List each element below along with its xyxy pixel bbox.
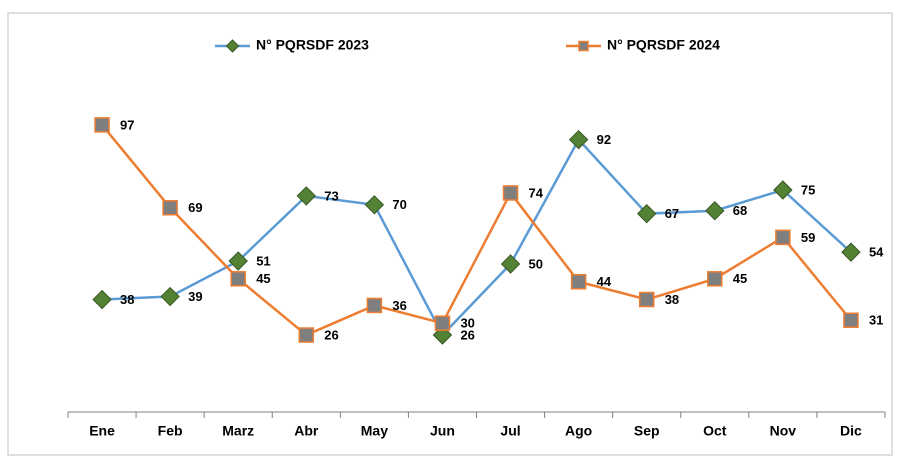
data-label: 75 [801,182,815,197]
data-label: 97 [120,117,134,132]
point-marker [92,289,112,310]
data-label: 31 [869,313,883,328]
x-tick-label: May [361,423,388,439]
point-marker [568,129,589,150]
data-label: 26 [324,327,338,342]
data-label: 45 [733,271,747,286]
legend-label: N° PQRSDF 2023 [256,37,369,53]
data-label: 36 [392,298,406,313]
data-label: 38 [665,292,679,307]
point-marker [160,286,180,307]
point-marker [705,201,725,221]
point-marker [296,186,316,206]
data-label: 54 [869,245,884,260]
chart-border [7,12,893,456]
data-label: 92 [597,132,611,147]
point-marker [841,242,861,262]
x-tick-label: Marz [222,423,254,439]
data-label: 74 [529,185,544,200]
data-label: 70 [392,197,406,212]
point-marker [502,185,519,201]
data-label: 44 [597,274,612,289]
point-marker [773,180,793,200]
x-tick-label: Ago [565,423,592,439]
legend-marker [578,40,589,52]
point-marker [570,274,587,290]
data-label: 59 [801,230,815,245]
point-marker [500,254,521,274]
data-label: 26 [460,327,474,342]
point-marker [775,229,791,246]
point-marker [843,312,859,328]
legend-marker [225,39,240,53]
legend-label: N° PQRSDF 2024 [607,37,720,53]
point-marker [707,271,723,287]
data-label: 69 [188,200,202,215]
x-tick-label: Abr [294,423,319,439]
data-label: 38 [120,292,134,307]
x-tick-label: Jun [430,423,455,439]
data-label: 67 [665,206,679,221]
point-marker [638,291,655,308]
point-marker [366,297,383,314]
point-marker [637,203,657,224]
data-label: 50 [529,256,543,271]
x-tick-label: Jul [500,423,520,439]
x-tick-label: Nov [770,423,797,439]
series-line [101,124,852,337]
data-label: 45 [256,271,270,286]
point-marker [364,195,385,215]
point-marker [230,271,246,287]
x-tick-label: Ene [89,423,115,439]
point-marker [434,315,451,331]
point-marker [162,200,178,216]
x-tick-label: Feb [158,423,183,439]
point-marker [298,327,315,343]
point-marker [228,251,248,271]
data-label: 68 [733,203,747,218]
x-tick-label: Oct [703,423,727,439]
x-tick-label: Sep [634,423,660,439]
data-label: 39 [188,289,202,304]
data-label: 30 [460,316,474,331]
point-marker [94,117,110,133]
data-label: 73 [324,188,338,203]
x-tick-label: Dic [840,423,862,439]
data-label: 51 [256,253,270,268]
